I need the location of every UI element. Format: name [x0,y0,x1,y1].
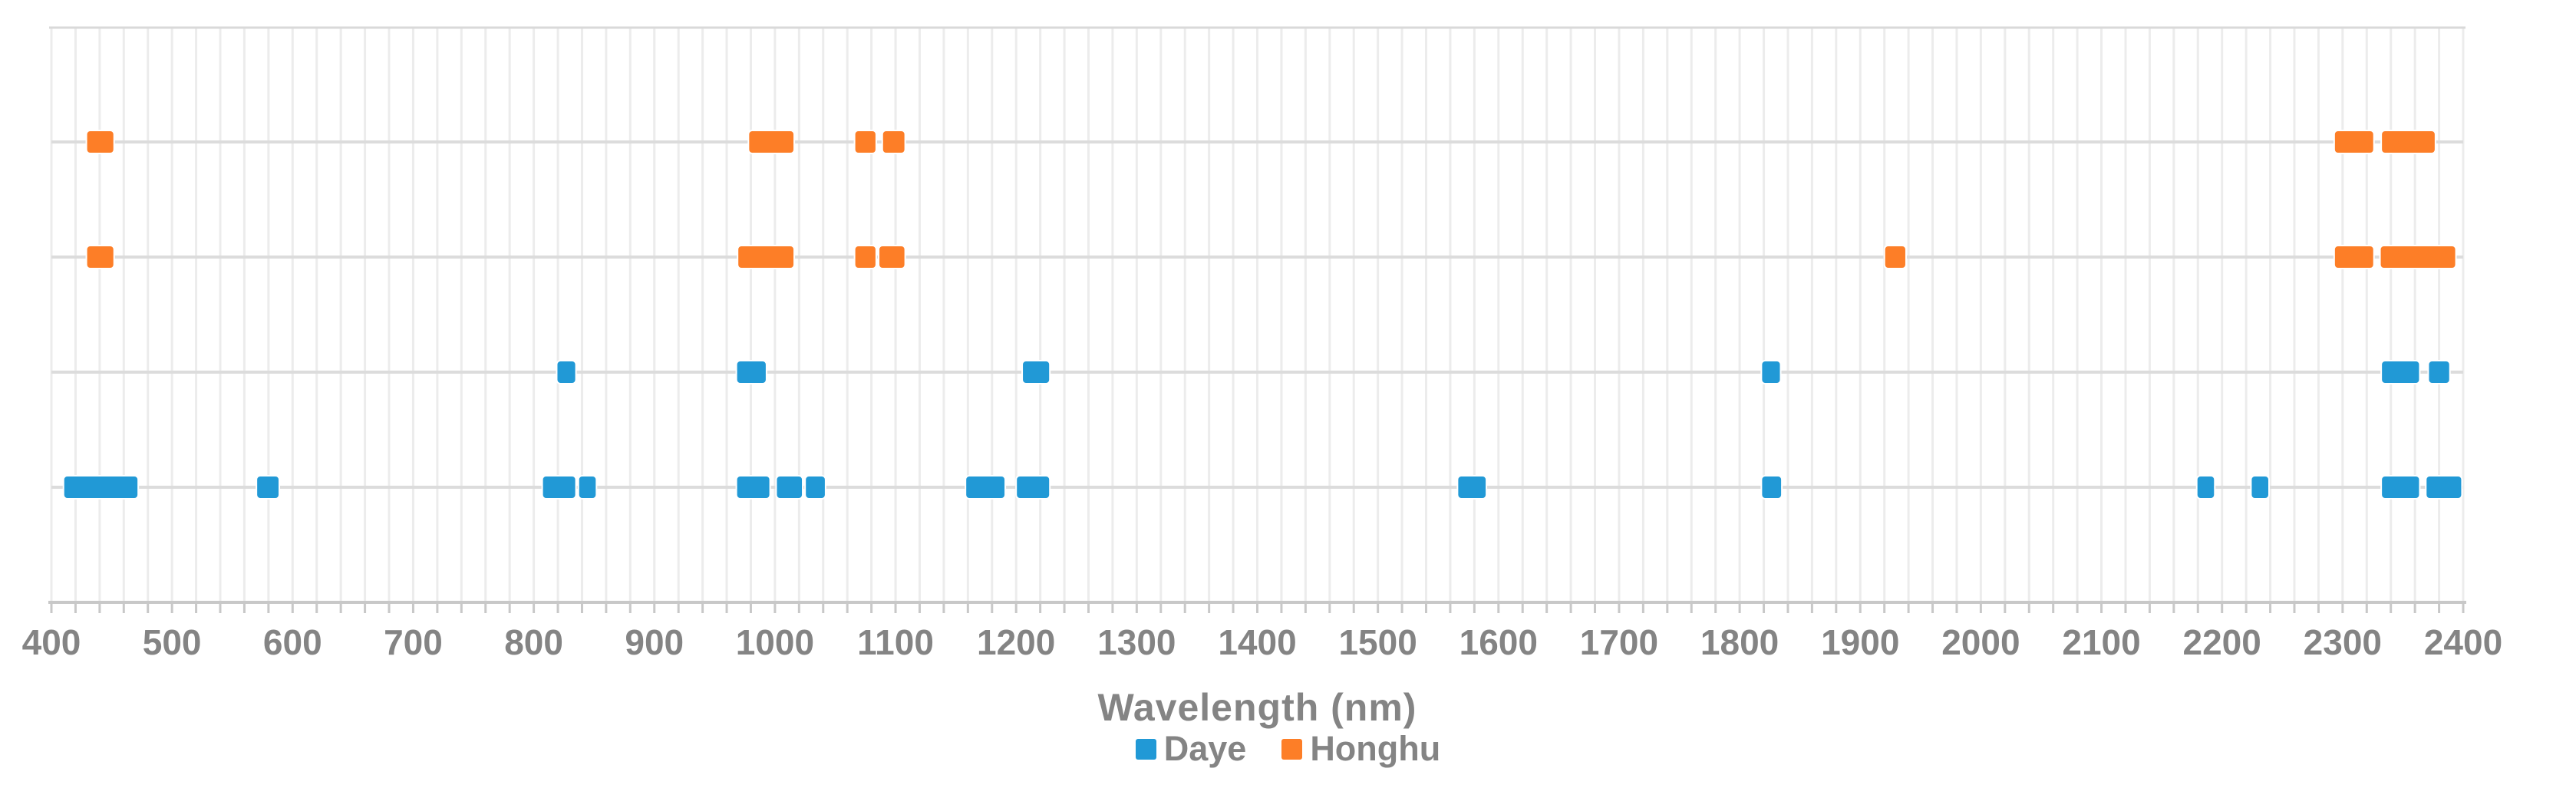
band-daye [2425,475,2463,500]
band-honghu [878,245,906,269]
x-tick-label: 1400 [1218,622,1296,662]
band-honghu [1883,245,1907,269]
x-tick-label: 2100 [2062,622,2140,662]
legend-label-daye: Daye [1163,729,1247,768]
band-honghu [2380,130,2436,154]
band-daye [1760,475,1783,500]
band-honghu [2333,245,2375,269]
band-daye [541,475,577,500]
band-daye [2380,475,2421,500]
legend: Daye Honghu [0,729,2576,769]
band-honghu [85,245,115,269]
band-honghu [737,245,796,269]
band-daye [2380,360,2421,384]
x-tick-label: 1900 [1821,622,1899,662]
daye-swatch-icon [1135,738,1156,760]
x-tick-label: 2300 [2304,622,2382,662]
band-honghu [747,130,796,154]
x-tick-label: 2400 [2424,622,2502,662]
band-daye [1021,360,1051,384]
x-tick-label: 800 [504,622,563,662]
band-honghu [85,130,115,154]
band-daye [256,475,281,500]
band-daye [62,475,140,500]
legend-item-honghu: Honghu [1281,729,1440,769]
x-tick-label: 2000 [1941,622,2020,662]
band-daye [965,475,1007,500]
legend-item-daye: Daye [1135,729,1247,769]
band-honghu [2379,245,2457,269]
band-honghu [853,130,877,154]
x-tick-label: 1500 [1338,622,1417,662]
x-tick-label: 1800 [1700,622,1779,662]
x-tick-label: 600 [263,622,322,662]
x-axis-title: Wavelength (nm) [1097,686,1417,729]
x-tick-label: 1600 [1460,622,1538,662]
band-daye [556,360,577,384]
x-tick-label: 400 [22,622,81,662]
band-daye [735,475,771,500]
band-daye [735,360,767,384]
honghu-swatch-icon [1281,738,1303,760]
band-daye [804,475,826,500]
x-tick-label: 1200 [977,622,1055,662]
band-daye [2250,475,2270,500]
x-tick-label: 1000 [736,622,814,662]
band-honghu [2333,130,2375,154]
x-tick-label: 700 [384,622,443,662]
x-tick-label: 1100 [857,622,934,662]
band-honghu [881,130,906,154]
legend-label-honghu: Honghu [1310,729,1441,768]
x-tick-label: 1700 [1580,622,1658,662]
band-daye [775,475,804,500]
x-tick-label: 900 [625,622,684,662]
band-daye [2427,360,2451,384]
band-daye [2195,475,2216,500]
band-honghu [853,245,877,269]
band-daye [577,475,598,500]
band-daye [1760,360,1782,384]
x-tick-label: 1300 [1097,622,1176,662]
x-tick-label: 500 [143,622,202,662]
band-daye [1456,475,1488,500]
band-daye [1015,475,1051,500]
x-tick-label: 2200 [2183,622,2261,662]
